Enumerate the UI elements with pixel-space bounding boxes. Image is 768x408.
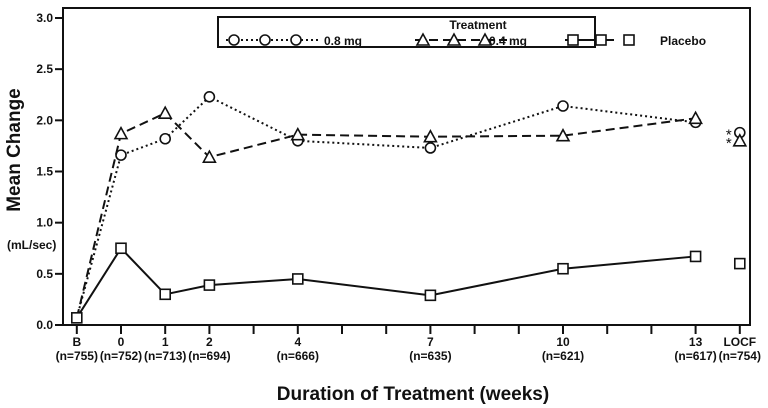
legend-entry-0.8-mg: 0.8 mg	[226, 34, 362, 48]
x-n-label: (n=694)	[188, 349, 230, 363]
legend-label: Placebo	[660, 34, 706, 48]
y-tick-label: 1.0	[36, 216, 53, 230]
axes	[55, 7, 751, 326]
marker-square	[71, 312, 83, 324]
legend: Treatment 0.8 mg 0.4 mg Placebo	[217, 16, 706, 48]
marker-triangle	[202, 149, 217, 163]
x-n-label: (n=617)	[674, 349, 716, 363]
x-n-label: (n=666)	[277, 349, 319, 363]
series-0.4-mg: *	[75, 105, 748, 319]
legend-entry-0.4-mg: 0.4 mg	[415, 32, 527, 48]
marker-triangle	[113, 125, 129, 140]
marker-triangle	[446, 32, 462, 46]
legend-label: 0.4 mg	[489, 34, 527, 48]
marker-circle	[159, 132, 171, 145]
y-axis-ticks: 0.0 0.5 1.0 1.5 2.0 2.5 3.0	[36, 11, 63, 332]
marker-square	[203, 279, 216, 291]
legend-entry-placebo: Placebo	[565, 34, 706, 48]
marker-square	[623, 34, 635, 46]
marker-square	[595, 34, 607, 46]
marker-square	[733, 257, 746, 270]
x-n-label: (n=754)	[719, 349, 761, 363]
marker-triangle	[157, 105, 173, 119]
series-placebo	[75, 242, 746, 319]
significance-asterisk: *	[726, 127, 732, 144]
series-line	[75, 95, 696, 319]
marker-triangle	[290, 126, 306, 141]
marker-square	[689, 250, 702, 263]
x-n-label: (n=755)	[56, 349, 98, 363]
x-axis-ticks: B(n=755) 0(n=752) 1(n=713) 2(n=694) 4(n=666)…	[56, 325, 761, 363]
marker-triangle	[423, 129, 438, 143]
marker-square	[567, 34, 579, 46]
legend-box	[217, 16, 596, 48]
x-tick-label: 7	[427, 335, 434, 349]
y-tick-label: 0.0	[36, 318, 53, 332]
marker-triangle	[477, 32, 493, 46]
marker-circle	[259, 34, 271, 46]
marker-circle	[290, 34, 302, 46]
y-tick-label: 1.5	[36, 165, 53, 179]
marker-square	[291, 273, 304, 285]
x-tick-label: B	[72, 335, 81, 349]
x-tick-label: LOCF	[723, 335, 756, 349]
significance-asterisk: *	[726, 135, 732, 152]
marker-circle	[203, 90, 216, 103]
y-tick-label: 2.5	[36, 62, 53, 76]
marker-triangle	[688, 110, 703, 125]
series-layer: **	[71, 90, 748, 324]
x-tick-label: 2	[206, 335, 213, 349]
marker-square	[557, 262, 569, 275]
series-line	[75, 111, 696, 319]
x-n-label: (n=713)	[144, 349, 186, 363]
y-tick-label: 2.0	[36, 113, 53, 127]
x-axis-title: Duration of Treatment (weeks)	[277, 384, 549, 405]
marker-circle	[557, 100, 569, 112]
marker-triangle	[732, 133, 748, 147]
plot-frame	[62, 7, 751, 326]
series-line	[75, 246, 696, 319]
y-axis-title: Mean Change	[4, 88, 25, 212]
y-axis-units: (mL/sec)	[7, 238, 56, 252]
legend-label: 0.8 mg	[324, 34, 362, 48]
x-tick-label: 4	[294, 335, 301, 349]
marker-triangle	[415, 32, 431, 46]
x-tick-label: 13	[689, 335, 703, 349]
marker-triangle	[555, 128, 571, 142]
x-n-label: (n=635)	[409, 349, 451, 363]
marker-circle	[228, 34, 240, 46]
legend-title: Treatment	[449, 18, 506, 32]
marker-circle	[115, 149, 127, 161]
marker-square	[115, 242, 127, 255]
marker-square	[159, 288, 171, 301]
x-tick-label: 10	[556, 335, 570, 349]
y-tick-label: 3.0	[36, 11, 53, 25]
y-tick-label: 0.5	[36, 267, 53, 281]
marker-square	[424, 289, 437, 302]
x-n-label: (n=752)	[100, 349, 142, 363]
x-n-label: (n=621)	[542, 349, 584, 363]
marker-circle	[424, 142, 437, 154]
x-tick-label: 1	[162, 335, 169, 349]
x-tick-label: 0	[118, 335, 125, 349]
